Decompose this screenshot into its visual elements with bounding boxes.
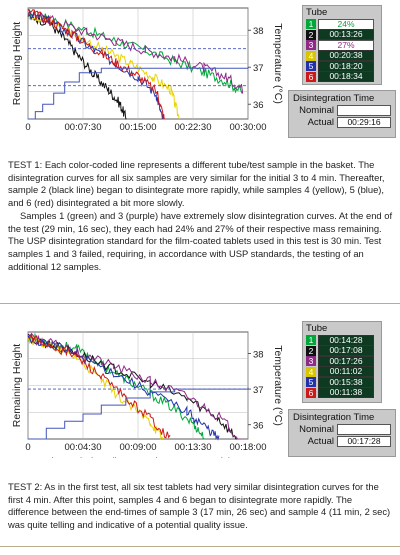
- x-tick-label: 00:22:30: [175, 122, 212, 132]
- tube-swatch: 6: [306, 71, 316, 82]
- legend-row: 1 24%: [306, 18, 381, 30]
- tube-swatch: 4: [306, 50, 316, 61]
- test1-tube-legend: Tube 1 24% 2 00:13:26 3 27% 4 00:20:38 5 00:18:20…: [302, 5, 382, 85]
- temp-tick-label: 36: [253, 421, 264, 432]
- legend-row: 2 00:13:26: [306, 29, 381, 40]
- disintegration-title: Disintegration Time: [293, 412, 375, 423]
- temp-tick-label: 36: [253, 100, 264, 111]
- series-line-4: [27, 14, 180, 120]
- x-tick-label: 00:30:00: [230, 122, 267, 132]
- x-tick-label: 00:09:00: [120, 442, 157, 453]
- nominal-field: [337, 423, 391, 435]
- tube-value: 00:18:34: [318, 71, 374, 82]
- actual-label: Actual: [307, 116, 334, 128]
- tube-value: 27%: [318, 39, 374, 51]
- y2-axis-label: Temperature (°C): [272, 23, 284, 104]
- series-line-5: [27, 335, 220, 441]
- tube-value: 00:13:26: [318, 29, 374, 40]
- legend-row: 4 00:11:02: [306, 366, 381, 377]
- test1-paragraph-1: TEST 1: Each color-coded line represents…: [8, 159, 385, 209]
- tube-swatch: 1: [306, 335, 316, 345]
- tube-swatch: 5: [306, 377, 316, 387]
- x-tick-label: 00:15:00: [120, 122, 157, 132]
- tube-swatch: 1: [306, 19, 316, 29]
- tube-value: 00:11:02: [318, 366, 374, 377]
- tube-value: 00:14:28: [318, 334, 374, 346]
- test1-panel: 000:07:3000:15:0000:22:3000:30:00363738E…: [0, 0, 400, 138]
- tube-value: 00:20:38: [318, 50, 374, 61]
- tube-value: 00:18:20: [318, 60, 374, 72]
- series-line-2: [27, 10, 127, 120]
- actual-field: 00:17:28: [337, 435, 391, 447]
- divider: [0, 303, 400, 304]
- temp-tick-label: 37: [253, 63, 264, 74]
- legend-row: 1 00:14:28: [306, 334, 381, 346]
- tube-value: 00:17:08: [318, 345, 374, 356]
- nominal-label: Nominal: [299, 104, 334, 116]
- divider: [0, 546, 400, 547]
- series-line-2: [27, 333, 238, 440]
- tube-swatch: 5: [306, 61, 316, 71]
- tube-swatch: 2: [306, 29, 316, 40]
- x-tick-label: 00:13:30: [175, 442, 212, 453]
- nominal-field: [337, 104, 391, 116]
- temperature-line: [28, 387, 249, 440]
- tube-swatch: 6: [306, 387, 316, 398]
- legend-row: 6 00:11:38: [306, 387, 381, 398]
- x-tick-label: 00:18:00: [230, 442, 267, 453]
- tube-swatch: 3: [306, 40, 316, 50]
- legend-title: Tube: [306, 7, 328, 18]
- y-axis-label: Remaining Height: [11, 344, 23, 428]
- tube-value: 24%: [318, 18, 374, 30]
- tube-swatch: 4: [306, 366, 316, 377]
- series-line-1: [27, 332, 206, 440]
- legend-title: Tube: [306, 323, 328, 334]
- temperature-line: [28, 67, 249, 120]
- actual-field: 00:29:16: [337, 116, 391, 128]
- legend-row: 2 00:17:08: [306, 345, 381, 356]
- tube-value: 00:11:38: [318, 387, 374, 398]
- y-axis-label: Remaining Height: [11, 22, 23, 106]
- legend-row: 4 00:20:38: [306, 50, 381, 61]
- test2-chart: 0 00:04:30 00:09:00 00:13:30 00:18:00 36 37 38 E…: [11, 331, 284, 458]
- legend-row: 5 00:15:38: [306, 376, 381, 388]
- legend-row: 3 27%: [306, 39, 381, 51]
- disintegration-title: Disintegration Time: [293, 93, 375, 104]
- x-tick-label: 00:04:30: [65, 442, 102, 453]
- test2-paragraph-1: TEST 2: As in the first test, all six te…: [8, 481, 391, 531]
- test2-tube-legend: Tube 1 00:14:28 2 00:17:08 3 00:17:26 4 00:11:0…: [302, 321, 382, 403]
- test2-disintegration-box: Disintegration Time Nominal Actual 00:17:…: [288, 409, 396, 457]
- legend-row: 5 00:18:20: [306, 60, 381, 72]
- legend-row: 6 00:18:34: [306, 71, 381, 82]
- temp-tick-label: 38: [253, 26, 264, 37]
- tube-value: 00:15:38: [318, 376, 374, 388]
- series-line-3: [27, 332, 241, 440]
- nominal-label: Nominal: [299, 423, 334, 435]
- temp-tick-label: 37: [253, 385, 264, 396]
- y2-axis-label: Temperature (°C): [272, 345, 284, 426]
- tube-swatch: 3: [306, 356, 316, 366]
- test1-chart: 000:07:3000:15:0000:22:3000:30:00363738E…: [11, 7, 284, 132]
- test1-paragraph-2: Samples 1 (green) and 3 (purple) have ex…: [8, 210, 393, 272]
- legend-row: 3 00:17:26: [306, 355, 381, 367]
- x-axis-label: Elapsed Time (hours: minutes: seconds): [44, 456, 231, 458]
- x-tick-label: 0: [25, 122, 30, 132]
- temp-tick-label: 38: [253, 349, 264, 360]
- x-tick-label: 0: [25, 442, 30, 453]
- test2-panel: 000:04:3000:09:0000:13:3000:18:00363738E…: [0, 318, 400, 458]
- x-tick-label: 00:07:30: [65, 122, 102, 132]
- test1-disintegration-box: Disintegration Time Nominal Actual 00:29:…: [288, 90, 396, 138]
- tube-value: 00:17:26: [318, 355, 374, 367]
- actual-label: Actual: [307, 435, 334, 447]
- tube-swatch: 2: [306, 345, 316, 356]
- series-line-6: [28, 333, 171, 439]
